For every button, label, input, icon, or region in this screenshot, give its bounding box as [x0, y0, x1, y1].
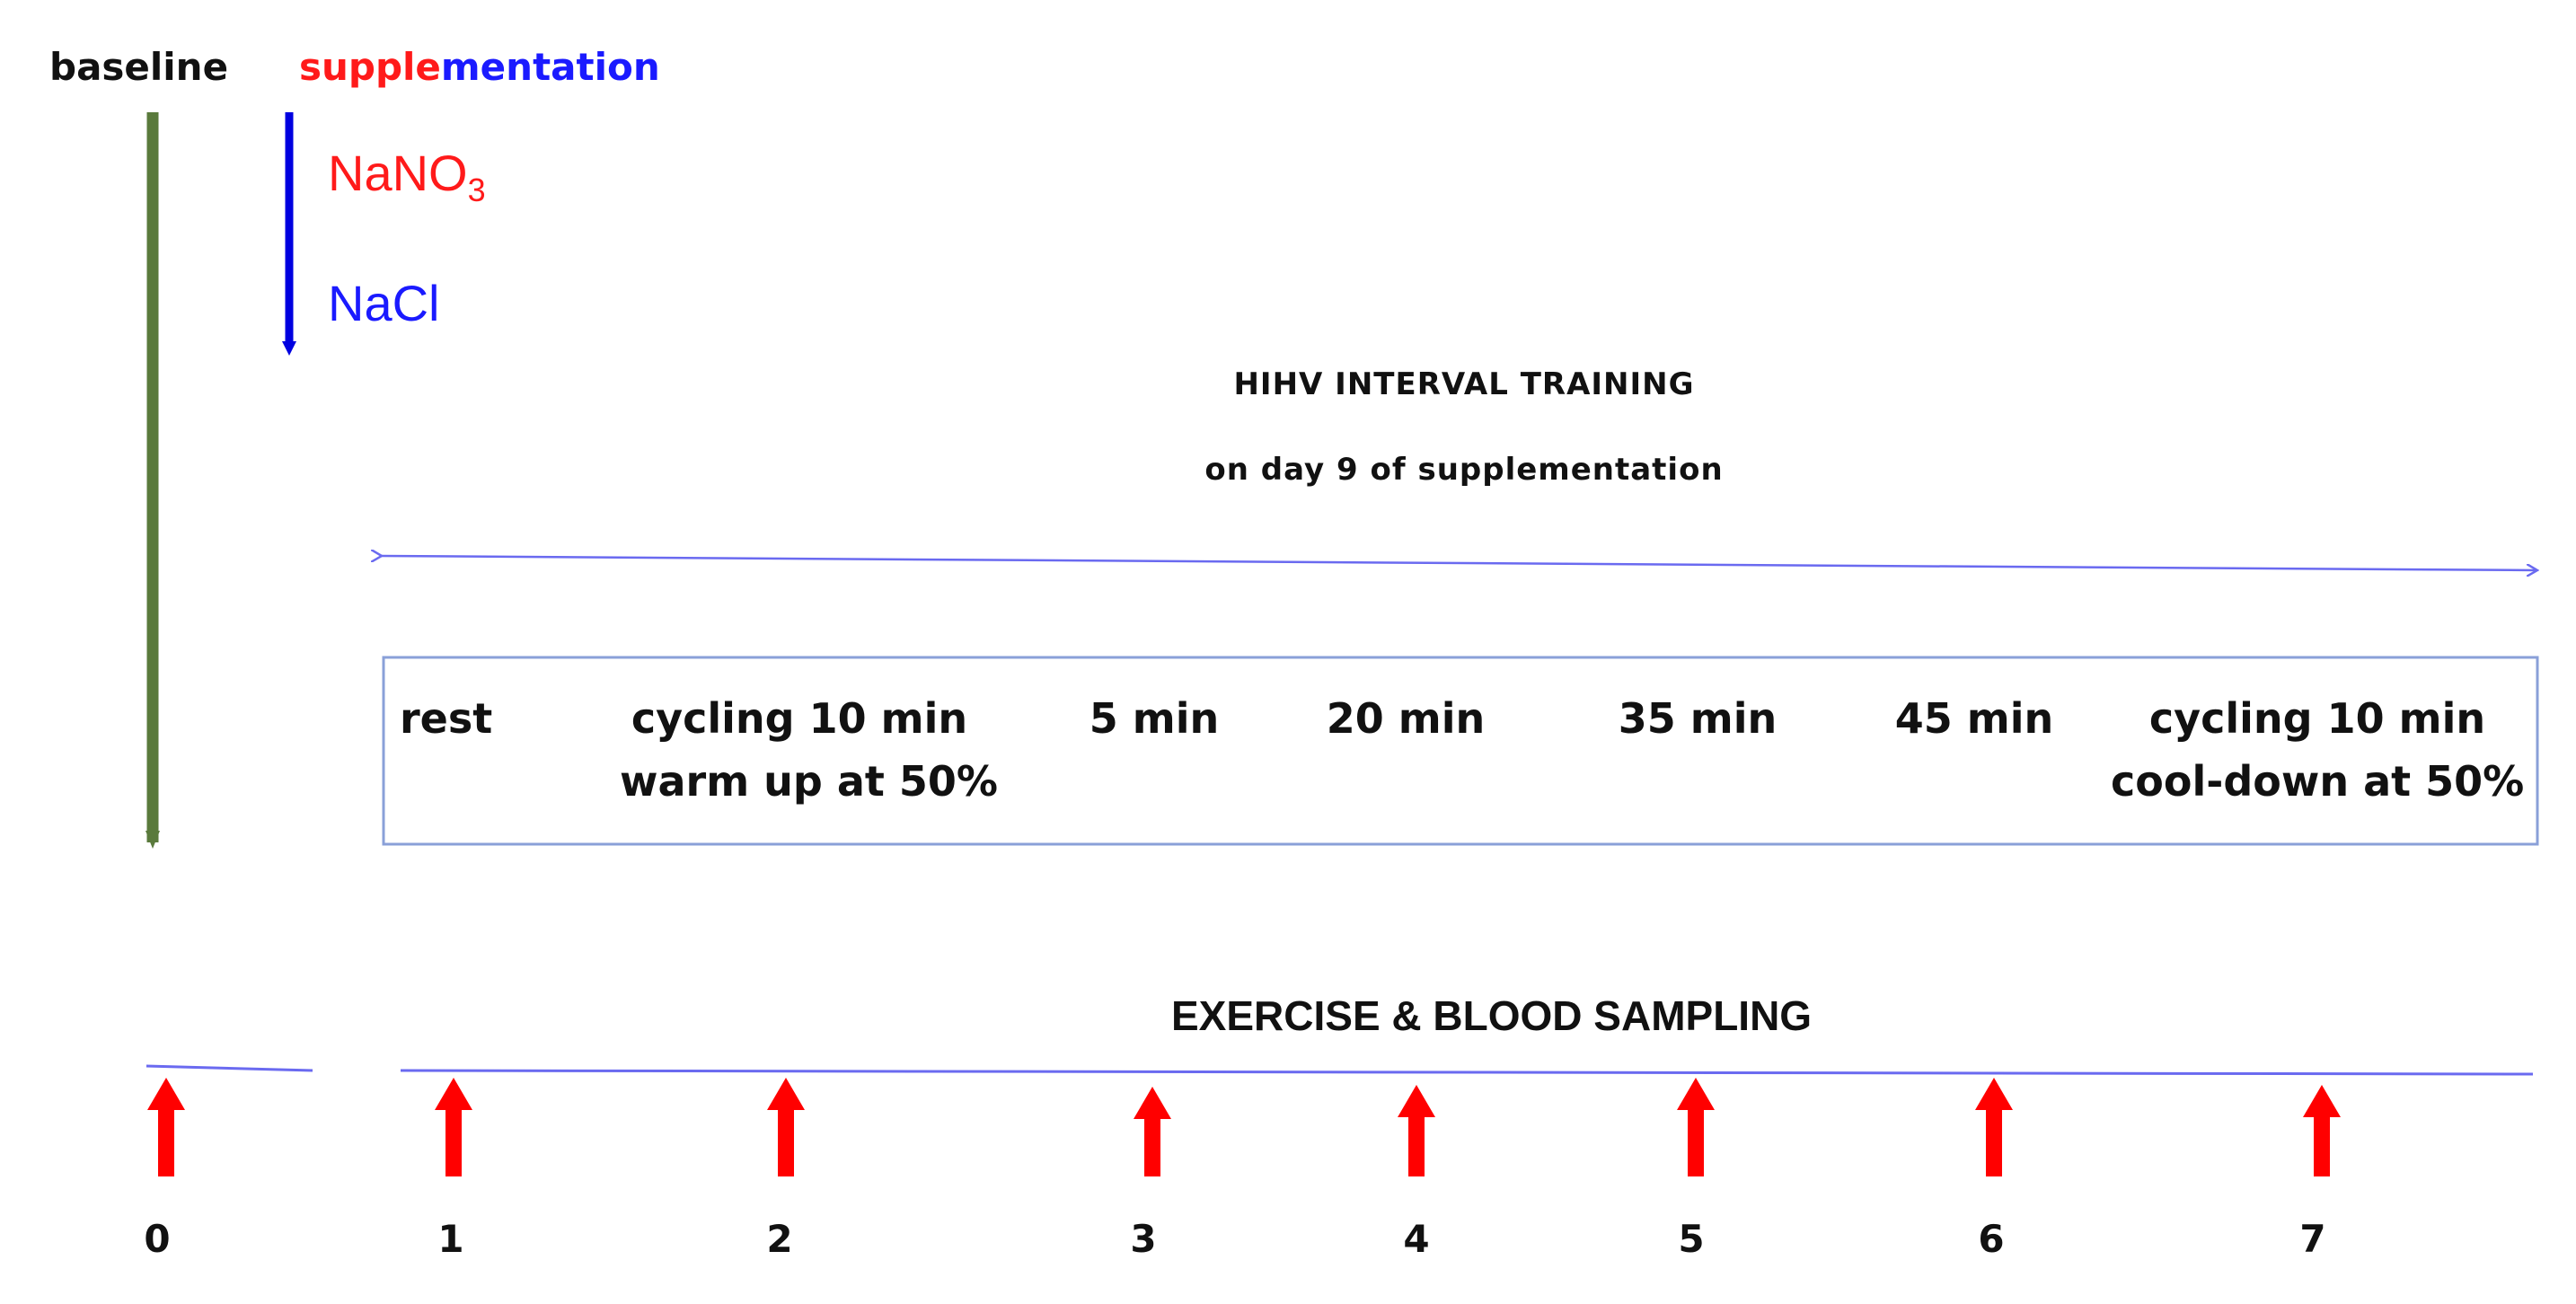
sampling-arrow-7: [2303, 1085, 2341, 1176]
timepoint-0: 0: [144, 1217, 171, 1261]
phase-warmup-line2: warm up at 50%: [620, 757, 999, 806]
training-subtitle: on day 9 of supplementation: [1204, 452, 1724, 488]
placebo-label: NaCl: [328, 275, 440, 331]
phase-20min-line1: 20 min: [1326, 694, 1486, 743]
phase-cooldown-line2: cool-down at 50%: [2111, 757, 2525, 806]
phase-cooldown: cycling 10 min cool-down at 50%: [2111, 687, 2524, 813]
baseline-sampling-rule: [146, 1064, 313, 1072]
timepoint-6: 6: [1978, 1217, 2005, 1261]
timepoint-2: 2: [766, 1217, 793, 1261]
phase-warmup-line1: cycling 10 min: [631, 694, 968, 743]
supplementation-line-tip: [282, 341, 296, 356]
phase-5min: 5 min: [1064, 687, 1244, 750]
phase-35min-line1: 35 min: [1618, 694, 1778, 743]
phase-35min: 35 min: [1608, 687, 1787, 750]
sampling-arrow-1: [435, 1078, 472, 1176]
sampling-arrow-2: [767, 1078, 805, 1176]
timepoint-7: 7: [2299, 1217, 2326, 1261]
supplementation-label: supplementation: [299, 45, 660, 89]
phase-5min-line1: 5 min: [1089, 694, 1220, 743]
sampling-arrows: [147, 1078, 2341, 1176]
baseline-label: baseline: [49, 45, 229, 89]
sampling-title: EXERCISE & BLOOD SAMPLING: [1171, 992, 1813, 1039]
phase-box: [382, 656, 2539, 846]
training-duration-arrow: [382, 556, 2537, 570]
timepoint-1: 1: [437, 1217, 464, 1261]
sampling-arrow-0: [147, 1078, 185, 1176]
nitrate-subscript: 3: [467, 172, 486, 209]
phase-cooldown-line1: cycling 10 min: [2148, 694, 2486, 743]
timepoint-3: 3: [1130, 1217, 1157, 1261]
phase-warmup: cycling 10 min warm up at 50%: [620, 687, 999, 813]
supplementation-label-part1: supple: [299, 45, 441, 89]
sampling-arrow-3: [1134, 1087, 1171, 1176]
phase-rest-line1: rest: [400, 694, 493, 743]
sampling-arrow-4: [1398, 1085, 1435, 1176]
training-title: HIHV INTERVAL TRAINING: [1233, 366, 1695, 402]
supplementation-label-part2: mentation: [440, 45, 660, 89]
phase-45min-line1: 45 min: [1894, 694, 2054, 743]
exercise-sampling-rule: [400, 1069, 2534, 1076]
phase-20min: 20 min: [1316, 687, 1495, 750]
timepoint-5: 5: [1678, 1217, 1705, 1261]
phase-rest: rest: [400, 687, 492, 750]
nitrate-base: NaNO: [328, 145, 468, 201]
baseline-line-tip: [146, 831, 160, 849]
timepoint-4: 4: [1403, 1217, 1430, 1261]
sampling-arrow-5: [1677, 1078, 1715, 1176]
nitrate-label: NaNO3: [328, 144, 486, 209]
sampling-arrow-6: [1975, 1078, 2013, 1176]
phase-45min: 45 min: [1884, 687, 2064, 750]
